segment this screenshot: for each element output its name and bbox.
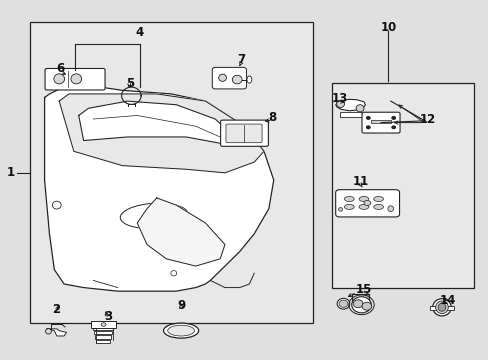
Ellipse shape xyxy=(344,197,353,202)
Ellipse shape xyxy=(344,204,353,210)
Bar xyxy=(93,327,113,330)
FancyBboxPatch shape xyxy=(225,124,262,143)
Ellipse shape xyxy=(338,208,342,211)
Ellipse shape xyxy=(218,74,226,81)
Text: 12: 12 xyxy=(418,113,435,126)
Polygon shape xyxy=(79,101,234,144)
Ellipse shape xyxy=(437,303,445,311)
Bar xyxy=(91,321,116,328)
Text: 1: 1 xyxy=(6,166,15,179)
Text: 9: 9 xyxy=(177,299,185,312)
FancyBboxPatch shape xyxy=(45,68,105,90)
Bar xyxy=(30,22,312,323)
Text: 7: 7 xyxy=(237,53,244,66)
Ellipse shape xyxy=(120,203,188,229)
Ellipse shape xyxy=(358,197,368,202)
FancyBboxPatch shape xyxy=(361,112,399,133)
Ellipse shape xyxy=(45,329,51,334)
Text: 4: 4 xyxy=(135,27,143,40)
Ellipse shape xyxy=(358,204,368,210)
Ellipse shape xyxy=(352,300,362,308)
Bar xyxy=(96,339,110,343)
Ellipse shape xyxy=(232,75,242,84)
Bar xyxy=(429,306,453,310)
Text: 10: 10 xyxy=(380,21,396,34)
Ellipse shape xyxy=(432,299,450,316)
Polygon shape xyxy=(59,94,264,173)
Polygon shape xyxy=(335,99,365,111)
Polygon shape xyxy=(137,198,224,266)
Ellipse shape xyxy=(366,126,369,129)
Ellipse shape xyxy=(101,323,106,326)
FancyBboxPatch shape xyxy=(212,67,246,89)
Ellipse shape xyxy=(391,126,395,129)
Ellipse shape xyxy=(351,297,370,313)
Ellipse shape xyxy=(336,100,344,108)
Ellipse shape xyxy=(167,325,194,336)
Ellipse shape xyxy=(336,298,349,309)
Ellipse shape xyxy=(435,301,447,314)
Bar xyxy=(339,112,367,117)
Bar xyxy=(370,121,390,123)
Text: 8: 8 xyxy=(268,111,276,124)
Text: 3: 3 xyxy=(103,310,112,323)
Ellipse shape xyxy=(54,74,64,84)
Text: 13: 13 xyxy=(331,92,347,105)
Polygon shape xyxy=(44,87,273,291)
Ellipse shape xyxy=(246,76,251,83)
Ellipse shape xyxy=(163,323,198,338)
Text: 15: 15 xyxy=(355,283,371,296)
Bar xyxy=(95,335,111,339)
Text: 11: 11 xyxy=(352,175,368,188)
FancyBboxPatch shape xyxy=(335,190,399,217)
Ellipse shape xyxy=(355,105,363,112)
Bar xyxy=(94,330,112,334)
FancyBboxPatch shape xyxy=(220,120,268,146)
Ellipse shape xyxy=(373,197,383,202)
Text: 6: 6 xyxy=(56,62,64,75)
Text: 2: 2 xyxy=(52,303,60,316)
Ellipse shape xyxy=(361,302,371,310)
Ellipse shape xyxy=(338,300,347,307)
Text: 14: 14 xyxy=(439,294,455,307)
Ellipse shape xyxy=(366,117,369,119)
Ellipse shape xyxy=(387,206,393,212)
Ellipse shape xyxy=(391,117,395,119)
Text: 5: 5 xyxy=(125,77,134,90)
Bar xyxy=(331,83,473,288)
Ellipse shape xyxy=(363,201,370,206)
Ellipse shape xyxy=(170,271,176,276)
Ellipse shape xyxy=(52,201,61,209)
Ellipse shape xyxy=(373,204,383,210)
Ellipse shape xyxy=(71,74,81,84)
Polygon shape xyxy=(47,329,66,336)
